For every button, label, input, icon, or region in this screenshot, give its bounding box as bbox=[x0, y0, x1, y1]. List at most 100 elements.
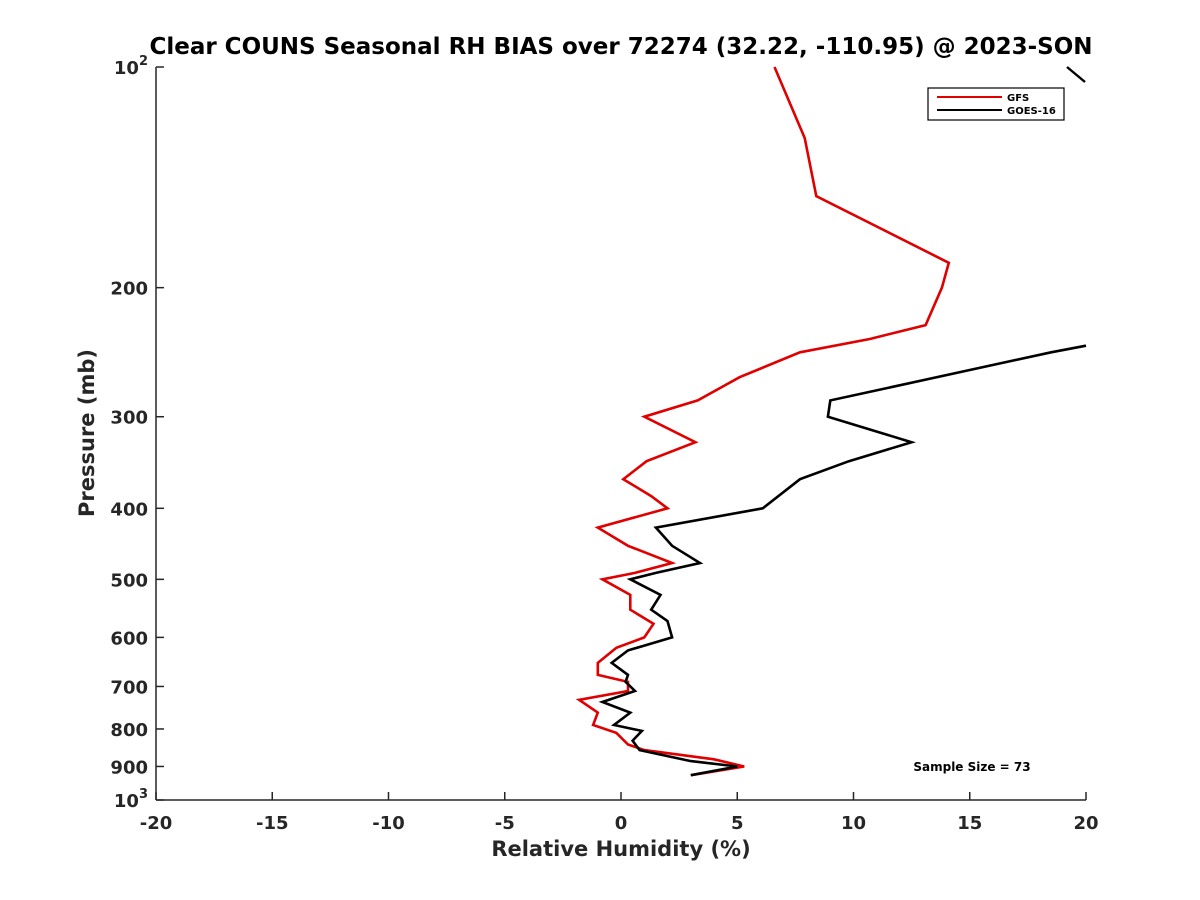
data-point-gfs bbox=[627, 545, 629, 547]
legend-label-goes16: GOES-16 bbox=[1007, 106, 1056, 117]
data-point-goes16 bbox=[829, 399, 831, 401]
data-point-gfs bbox=[643, 416, 645, 418]
data-point-gfs bbox=[601, 578, 603, 580]
data-point-gfs bbox=[622, 478, 624, 480]
x-tick-label: -5 bbox=[495, 813, 515, 834]
y-tick-base: 800 bbox=[110, 720, 148, 741]
data-point-goes16 bbox=[848, 460, 850, 462]
x-tick-label: 20 bbox=[1073, 813, 1098, 834]
y-tick-base: 700 bbox=[110, 677, 148, 698]
data-point-goes16 bbox=[629, 711, 631, 713]
data-point-gfs bbox=[738, 376, 740, 378]
y-tick-base: 300 bbox=[110, 408, 148, 429]
data-point-goes16 bbox=[641, 730, 643, 732]
data-point-gfs bbox=[743, 765, 745, 767]
data-point-gfs bbox=[597, 662, 599, 664]
y-tick-label: 200 bbox=[110, 279, 148, 300]
data-point-goes16 bbox=[650, 609, 652, 611]
y-tick-exponent: 2 bbox=[139, 54, 148, 69]
data-point-gfs bbox=[799, 351, 801, 353]
x-tick-label: -15 bbox=[256, 813, 289, 834]
data-point-goes16 bbox=[671, 545, 673, 547]
y-axis-label: Pressure (mb) bbox=[75, 349, 99, 517]
chart-title: Clear COUNS Seasonal RH BIAS over 72274 … bbox=[149, 34, 1092, 60]
y-tick-label: 400 bbox=[110, 499, 148, 520]
y-tick-base: 900 bbox=[110, 757, 148, 778]
series-line-goes16 bbox=[598, 344, 1087, 777]
data-point-goes16 bbox=[629, 578, 631, 580]
data-point-gfs bbox=[629, 609, 631, 611]
data-point-goes16 bbox=[1050, 351, 1052, 353]
data-point-gfs bbox=[615, 732, 617, 734]
x-tick-label: -20 bbox=[140, 813, 173, 834]
data-point-goes16 bbox=[655, 572, 657, 574]
data-point-gfs bbox=[924, 324, 926, 326]
series-line-gfs bbox=[575, 66, 951, 777]
data-point-goes16 bbox=[671, 636, 673, 638]
data-point-gfs bbox=[634, 572, 636, 574]
data-point-gfs bbox=[578, 699, 580, 701]
data-point-goes16 bbox=[638, 749, 640, 751]
data-point-goes16 bbox=[736, 765, 738, 767]
y-tick-label: 500 bbox=[110, 570, 148, 591]
data-point-goes16 bbox=[611, 662, 613, 664]
data-point-gfs bbox=[652, 623, 654, 625]
legend-label-gfs: GFS bbox=[1007, 93, 1029, 104]
data-point-goes16 bbox=[627, 674, 629, 676]
data-point-gfs bbox=[592, 724, 594, 726]
x-tick-label: 5 bbox=[731, 813, 744, 834]
data-point-goes16 bbox=[1085, 345, 1087, 347]
data-point-goes16 bbox=[655, 526, 657, 528]
data-point-gfs bbox=[597, 711, 599, 713]
y-tick-exponent: 3 bbox=[139, 787, 148, 802]
x-tick-label: 15 bbox=[957, 813, 982, 834]
data-point-goes16 bbox=[666, 620, 668, 622]
data-point-goes16 bbox=[627, 649, 629, 651]
y-tick-label: 800 bbox=[110, 720, 148, 741]
data-point-gfs bbox=[815, 195, 817, 197]
y-tick-base: 500 bbox=[110, 570, 148, 591]
y-tick-base: 10 bbox=[114, 58, 139, 79]
data-point-gfs bbox=[941, 287, 943, 289]
sample-size-annotation: Sample Size = 73 bbox=[913, 760, 1030, 774]
x-axis-label: Relative Humidity (%) bbox=[491, 837, 750, 861]
legend-box bbox=[927, 87, 1065, 121]
data-point-gfs bbox=[666, 507, 668, 509]
data-point-gfs bbox=[694, 441, 696, 443]
y-tick-label: 700 bbox=[110, 677, 148, 698]
data-point-gfs bbox=[948, 262, 950, 264]
x-tick-label: 10 bbox=[841, 813, 866, 834]
y-tick-label: 102 bbox=[114, 54, 148, 79]
x-tick-label: -10 bbox=[372, 813, 405, 834]
data-point-goes16 bbox=[613, 724, 615, 726]
data-point-goes16 bbox=[910, 441, 912, 443]
series-line-offscale-segment bbox=[1066, 66, 1086, 83]
data-point-goes16 bbox=[659, 594, 661, 596]
x-ticks: -20 -15 -10 -5 0 5 10 15 20 bbox=[140, 792, 1099, 834]
data-point-gfs bbox=[627, 743, 629, 745]
data-point-gfs bbox=[629, 594, 631, 596]
data-point-gfs bbox=[869, 338, 871, 340]
y-tick-base: 200 bbox=[110, 279, 148, 300]
data-point-gfs bbox=[804, 137, 806, 139]
y-tick-label: 900 bbox=[110, 757, 148, 778]
data-point-gfs bbox=[597, 674, 599, 676]
y-tick-base: 400 bbox=[110, 499, 148, 520]
y-tick-base: 600 bbox=[110, 628, 148, 649]
data-point-gfs bbox=[697, 399, 699, 401]
series-layer bbox=[575, 66, 1087, 777]
plot-area bbox=[155, 67, 1086, 801]
y-tick-base: 10 bbox=[114, 791, 139, 812]
y-tick-label: 600 bbox=[110, 628, 148, 649]
data-point-gfs bbox=[645, 460, 647, 462]
data-point-gfs bbox=[671, 562, 673, 564]
data-point-gfs bbox=[597, 526, 599, 528]
data-point-goes16 bbox=[690, 760, 692, 762]
y-tick-label: 103 bbox=[114, 787, 148, 812]
data-point-goes16 bbox=[634, 690, 636, 692]
data-point-gfs bbox=[650, 495, 652, 497]
y-tick-label: 300 bbox=[110, 408, 148, 429]
data-point-gfs bbox=[615, 647, 617, 649]
